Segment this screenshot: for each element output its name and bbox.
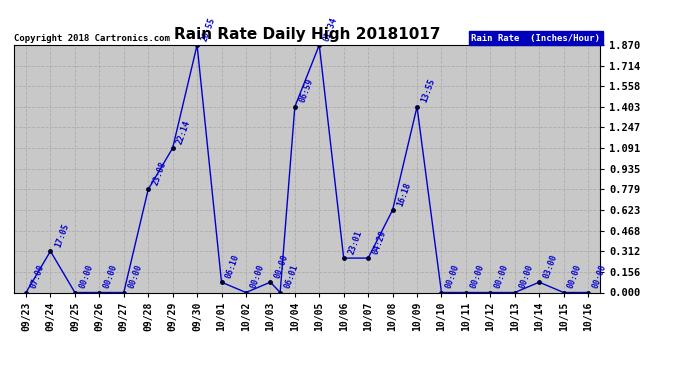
Text: 04:29: 04:29 — [371, 229, 388, 255]
Text: 00:00: 00:00 — [518, 263, 535, 290]
Text: 07:00: 07:00 — [29, 263, 46, 290]
Text: Copyright 2018 Cartronics.com: Copyright 2018 Cartronics.com — [14, 33, 170, 42]
Text: Rain Rate  (Inches/Hour): Rain Rate (Inches/Hour) — [471, 33, 600, 42]
Text: 03:00: 03:00 — [542, 253, 559, 279]
Text: 00:00: 00:00 — [248, 263, 266, 290]
Text: 00:00: 00:00 — [591, 263, 608, 290]
Text: 16:18: 16:18 — [395, 181, 413, 207]
Text: 00:00: 00:00 — [273, 253, 290, 279]
Text: 23:01: 23:01 — [346, 229, 364, 255]
Text: 00:00: 00:00 — [566, 263, 584, 290]
Text: 06:01: 06:01 — [283, 263, 300, 290]
Text: 06:10: 06:10 — [224, 253, 241, 279]
Text: 00:00: 00:00 — [444, 263, 461, 290]
Text: 22:14: 22:14 — [175, 119, 193, 146]
Text: 00:00: 00:00 — [126, 263, 144, 290]
Text: 01:34: 01:34 — [322, 16, 339, 42]
Text: 00:00: 00:00 — [493, 263, 510, 290]
Text: 00:00: 00:00 — [78, 263, 95, 290]
Text: 06:59: 06:59 — [297, 78, 315, 104]
Text: 17:05: 17:05 — [53, 222, 70, 248]
Title: Rain Rate Daily High 20181017: Rain Rate Daily High 20181017 — [174, 27, 440, 42]
Text: 13:55: 13:55 — [420, 78, 437, 104]
Text: 00:00: 00:00 — [469, 263, 486, 290]
Text: 23:08: 23:08 — [151, 160, 168, 187]
Text: 00:00: 00:00 — [102, 263, 119, 290]
Text: 20:55: 20:55 — [200, 16, 217, 42]
